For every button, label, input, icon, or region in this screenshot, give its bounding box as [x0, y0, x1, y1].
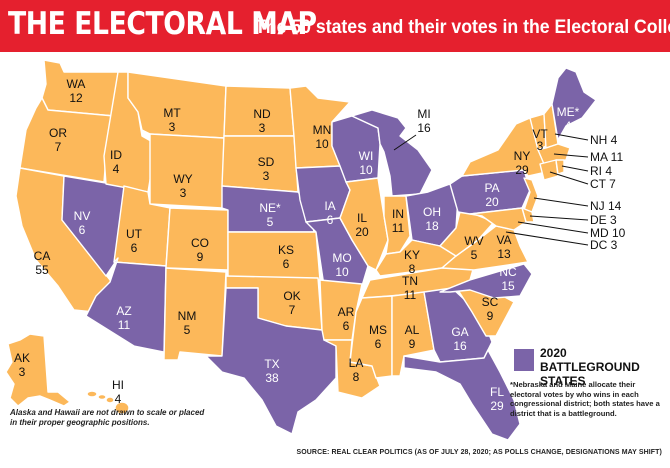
side-label-dc: DC 3: [590, 238, 618, 252]
legend-swatch-battleground: [514, 349, 534, 371]
side-labels: NH 4 MA 11 RI 4 CT 7 NJ 14 DE 3 MD 10 DC…: [590, 133, 626, 252]
svg-text:NE*5: NE* 5: [259, 201, 281, 229]
side-label-md: MD 10: [590, 226, 626, 240]
state-md: [469, 207, 527, 231]
svg-text:CO9: CO 9: [191, 236, 209, 264]
state-mt: [127, 71, 227, 139]
map-subtitle: The 50 states and their votes in the Ele…: [255, 17, 670, 38]
svg-text:VT3: VT 3: [532, 127, 548, 153]
legend-label: 2020 BATTLEGROUND STATES: [540, 346, 640, 388]
state-ct: [539, 159, 559, 181]
svg-text:ND3: ND 3: [253, 107, 271, 135]
state-il: [339, 177, 389, 271]
side-label-ri: RI 4: [590, 164, 612, 178]
source-credit: SOURCE: REAL CLEAR POLITICS (AS OF JULY …: [296, 449, 662, 456]
us-electoral-map: WA 12 OR 7 CA 55 NV 6 ID 4 MT 3 WY 3 UT 6 AZ 11 C…: [5, 59, 626, 441]
label-wa-abbr: WA: [67, 77, 86, 91]
state-va: [441, 225, 529, 271]
side-label-de: DE 3: [590, 213, 617, 227]
state-nc: [439, 263, 533, 299]
state-az: [85, 257, 167, 353]
map-title: THE ELECTORAL MAP: [8, 6, 317, 42]
svg-text:AL9: AL 9: [405, 323, 420, 351]
svg-text:NM5: NM 5: [178, 309, 197, 337]
alaska-hawaii-footnote: Alaska and Hawaii are not drawn to scale…: [10, 408, 205, 427]
svg-text:SD3: SD 3: [258, 155, 275, 183]
svg-text:OR7: OR 7: [49, 126, 67, 154]
state-fl: [403, 349, 521, 441]
nebraska-maine-note: *Nebraska and Maine allocate their elect…: [510, 380, 660, 418]
svg-text:KY8: KY 8: [404, 248, 420, 276]
state-ks: [227, 231, 321, 281]
state-nm: [163, 267, 227, 361]
state-hi: [86, 390, 130, 415]
svg-text:MS6: MS 6: [369, 323, 387, 351]
svg-text:WV5: WV 5: [464, 234, 483, 262]
svg-text:WY3: WY 3: [173, 172, 192, 200]
state-tx: [205, 287, 337, 435]
side-label-ct: CT 7: [590, 177, 616, 191]
svg-text:IA6: IA 6: [324, 199, 335, 227]
side-label-nj: NJ 14: [590, 199, 622, 213]
state-labels: WA 12 OR 7 CA 55 NV 6 ID 4 MT 3 WY 3 UT 6 AZ 11 C…: [14, 77, 580, 413]
svg-text:MT3: MT 3: [163, 106, 181, 134]
svg-text:KS6: KS 6: [278, 243, 294, 271]
state-wy: [149, 133, 225, 209]
svg-text:AK3: AK 3: [14, 351, 30, 379]
svg-text:ID4: ID 4: [110, 148, 122, 176]
side-label-nh: NH 4: [590, 133, 618, 147]
header-banner: [0, 0, 670, 52]
svg-text:UT6: UT 6: [126, 227, 143, 255]
side-label-ma: MA 11: [590, 150, 623, 164]
leader-lines: [393, 133, 589, 246]
svg-text:AR6: AR 6: [338, 305, 355, 333]
state-me: [551, 67, 597, 141]
svg-text:LA8: LA 8: [349, 356, 364, 384]
svg-text:ME*4: ME* 4: [557, 105, 580, 133]
svg-text:NV6: NV 6: [74, 209, 91, 237]
state-ak: [5, 333, 71, 407]
svg-text:SC9: SC 9: [482, 295, 499, 323]
svg-text:HI4: HI 4: [112, 378, 124, 406]
state-ri: [555, 159, 565, 175]
svg-text:OK7: OK 7: [283, 289, 300, 317]
state-mi: [351, 109, 433, 197]
